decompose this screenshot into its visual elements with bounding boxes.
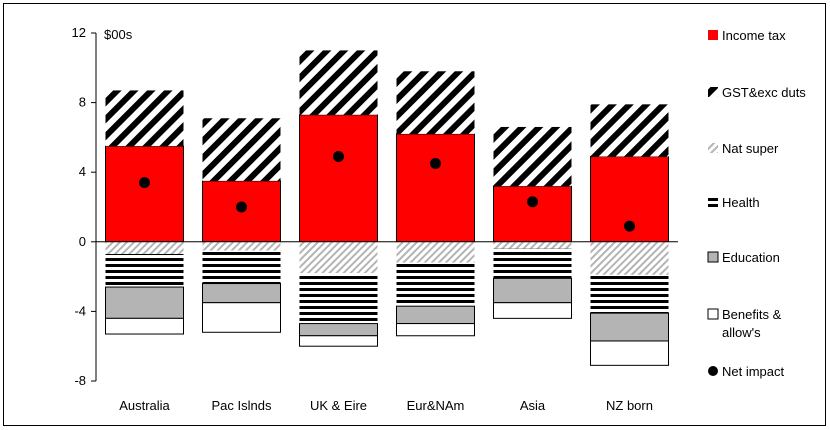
y-tick-label: 0 [79, 234, 86, 249]
x-category-label: Australia [119, 398, 170, 413]
bar-nat-super-uk-eire [299, 241, 378, 274]
net-impact-point-uk-eire [333, 151, 344, 163]
y-ticks: -8 -4 0 4 8 12 [72, 25, 96, 388]
bar-benefits-allow-s-asia [493, 302, 572, 319]
net-impact-point-australia [139, 177, 150, 189]
bar-nat-super-nz-born [590, 241, 669, 275]
legend-label-health: Health [722, 195, 760, 210]
legend-swatch-benefits-allow-s [707, 308, 719, 320]
bar-benefits-allow-s-pac-islnds [202, 302, 281, 333]
legend-swatch-nat-super [708, 143, 718, 153]
net-impact-point-pac-islnds [236, 201, 247, 213]
bar-nat-super-pac-islnds [202, 241, 281, 251]
bar-health-nz-born [590, 274, 669, 314]
bar-gst-exc-duts-australia [105, 90, 184, 147]
bar-education-asia [493, 277, 572, 304]
legend: Income tax GST&exc duts Nat super Health Edu… [707, 28, 806, 379]
net-impact-point-asia [527, 196, 538, 208]
legend-label-benefits: Benefits & allow's [722, 307, 782, 340]
bar-health-eur-nam [396, 262, 475, 307]
bar-income-tax-australia [105, 145, 184, 243]
bar-gst-exc-duts-pac-islnds [202, 118, 281, 181]
legend-swatch-education [707, 251, 719, 263]
bar-education-pac-islnds [202, 283, 281, 304]
bar-benefits-allow-s-australia [105, 317, 184, 335]
bar-nat-super-asia [493, 241, 572, 249]
legend-label-income-tax: Income tax [722, 28, 786, 43]
bar-benefits-allow-s-nz-born [590, 340, 669, 366]
bar-education-australia [105, 286, 184, 319]
legend-label-education: Education [722, 250, 780, 265]
bar-nat-super-eur-nam [396, 241, 475, 263]
bar-benefits-allow-s-eur-nam [396, 323, 475, 337]
y-axis [95, 33, 678, 381]
y-tick-label: 4 [79, 164, 86, 179]
category-labels: Australia Pac Islnds UK & Eire Eur&NAm Asia N… [119, 398, 653, 413]
y-tick-label: 12 [72, 25, 86, 40]
y-tick-label: -4 [74, 303, 86, 318]
bar-gst-exc-duts-eur-nam [396, 71, 475, 134]
bar-income-tax-asia [493, 185, 572, 243]
bar-gst-exc-duts-asia [493, 126, 572, 187]
legend-label-nat-super: Nat super [722, 141, 779, 156]
x-category-label: Pac Islnds [212, 398, 272, 413]
legend-label-gst-exc-duts: GST&exc duts [722, 85, 806, 100]
bar-education-nz-born [590, 312, 669, 342]
net-impact-markers [139, 151, 635, 232]
y-tick-label: 8 [79, 95, 86, 110]
bars-layer [105, 50, 669, 366]
bar-health-asia [493, 248, 572, 279]
legend-swatch-health [708, 197, 718, 207]
bar-income-tax-eur-nam [396, 133, 475, 243]
bar-health-uk-eire [299, 273, 378, 324]
legend-swatch-income-tax [708, 30, 718, 40]
bar-health-pac-islnds [202, 250, 281, 284]
net-impact-point-eur-nam [430, 158, 441, 169]
bar-income-tax-uk-eire [299, 114, 378, 243]
x-category-label: Eur&NAm [407, 398, 465, 413]
bar-nat-super-australia [105, 241, 184, 254]
bar-education-eur-nam [396, 305, 475, 325]
bar-health-australia [105, 253, 184, 288]
x-category-label: Asia [520, 398, 546, 413]
bar-gst-exc-duts-nz-born [590, 104, 669, 157]
bar-gst-exc-duts-uk-eire [299, 50, 378, 115]
y-tick-label: -8 [74, 373, 86, 388]
legend-marker-net-impact [708, 366, 718, 376]
x-category-label: NZ born [606, 398, 653, 413]
bar-education-uk-eire [299, 323, 378, 337]
unit-label: $00s [104, 27, 133, 42]
bar-benefits-allow-s-uk-eire [299, 335, 378, 347]
net-impact-point-nz-born [624, 220, 635, 232]
legend-label-net-impact: Net impact [722, 364, 785, 379]
x-category-label: UK & Eire [310, 398, 367, 413]
legend-swatch-gst-exc-duts [708, 87, 718, 97]
